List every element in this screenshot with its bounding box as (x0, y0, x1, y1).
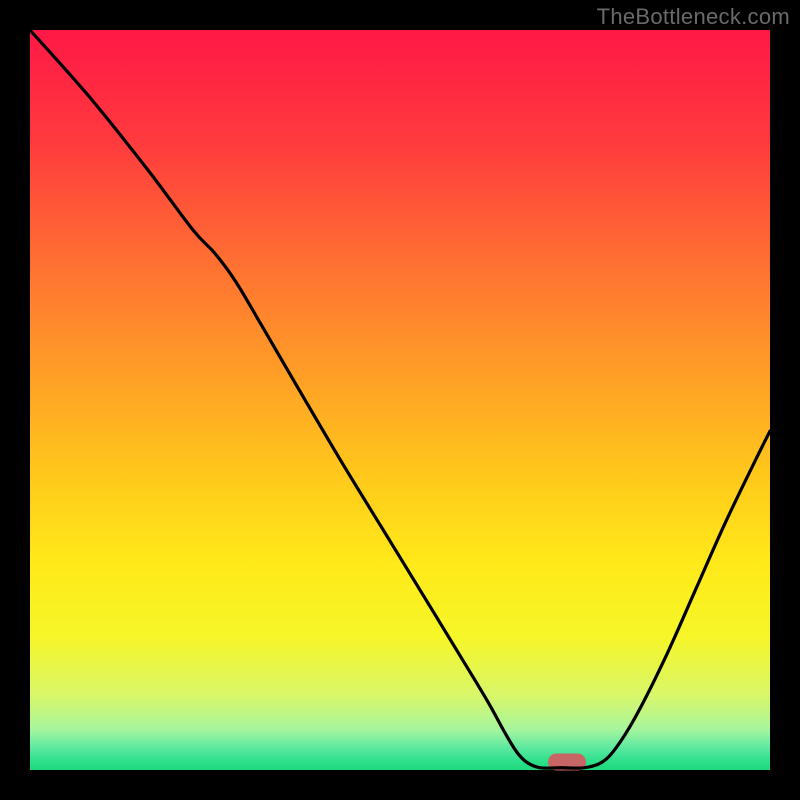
gradient-background (30, 30, 770, 770)
watermark-text: TheBottleneck.com (597, 4, 790, 30)
plot-area (30, 30, 770, 770)
highlight-marker (548, 753, 586, 770)
